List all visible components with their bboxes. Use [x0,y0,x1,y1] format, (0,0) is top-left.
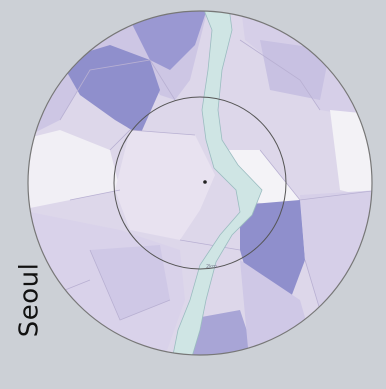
district-northeast-inner [260,40,330,100]
district-northwest-dark [60,45,160,135]
district-west-blank [28,130,120,210]
outer-ring [27,10,373,356]
han-river [169,11,263,355]
center-dot [203,180,207,184]
city-label-box: Seoul [4,250,54,350]
inner-ring [113,96,287,270]
district-central [115,130,215,240]
district-layer [28,11,372,355]
scale-label: 2km [206,264,217,270]
district-south-inner [90,245,170,320]
city-label: Seoul [14,262,45,338]
district-borders [39,39,372,321]
